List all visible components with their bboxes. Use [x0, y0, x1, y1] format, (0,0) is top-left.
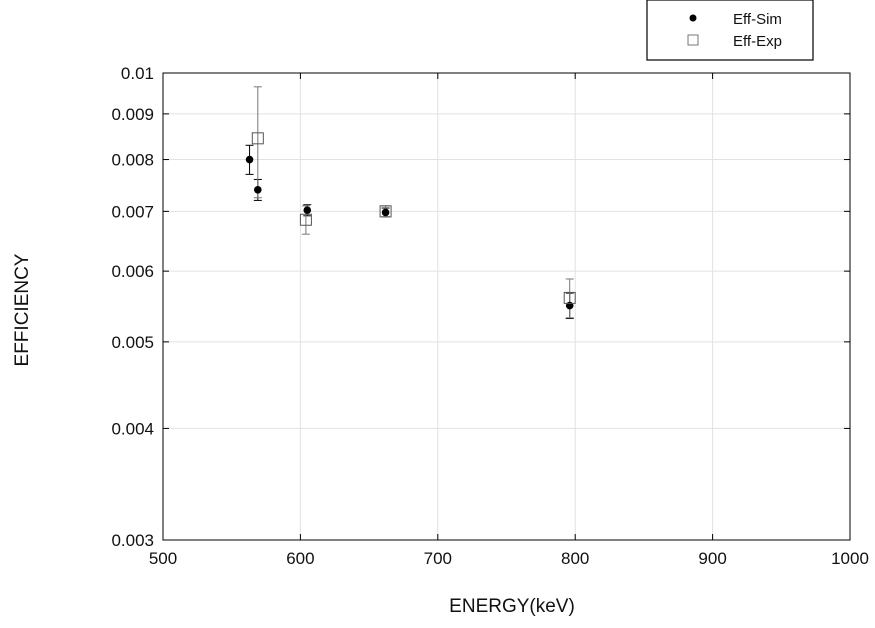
data-point-eff-sim [254, 185, 262, 194]
y-tick-label: 0.003 [111, 531, 154, 550]
y-tick-label: 0.004 [111, 419, 154, 438]
grid-lines [163, 73, 850, 540]
x-tick-label: 700 [424, 549, 452, 568]
x-tick-label: 600 [286, 549, 314, 568]
data-point-eff-exp [251, 132, 264, 145]
plot-area-frame [162, 72, 851, 541]
x-tick-label: 1000 [831, 549, 869, 568]
legend-marker-eff-exp [687, 34, 699, 46]
error-bars [245, 86, 574, 320]
y-tick-label: 0.009 [111, 105, 154, 124]
y-tick-label: 0.008 [111, 151, 154, 170]
y-tick-label: 0.01 [121, 64, 154, 83]
legend-label: Eff-Exp [733, 33, 782, 50]
data-point-eff-exp [299, 213, 312, 226]
data-markers [245, 132, 576, 310]
x-tick-label: 800 [561, 549, 589, 568]
x-axis-title: ENERGY(keV) [449, 596, 575, 617]
legend: Eff-Sim Eff-Exp [646, 0, 814, 61]
data-point-eff-sim [381, 208, 390, 217]
legend-label: Eff-Sim [733, 11, 782, 28]
y-tick-label: 0.007 [111, 202, 154, 221]
data-point-eff-sim [245, 155, 254, 164]
legend-marker-eff-sim [689, 14, 697, 22]
y-tick-label: 0.005 [111, 333, 154, 352]
y-axis-ticks: 0.003 0.004 0.005 0.006 0.007 0.008 0.009 0.01 [111, 64, 850, 550]
y-axis-title: EFFICIENCY [12, 253, 33, 366]
data-point-eff-sim [303, 206, 312, 215]
y-tick-label: 0.006 [111, 262, 154, 281]
x-tick-label: 500 [149, 549, 177, 568]
legend-box [646, 0, 814, 61]
x-tick-label: 900 [698, 549, 726, 568]
data-point-eff-exp [379, 205, 392, 218]
x-axis-ticks: 500 600 700 800 900 1000 [149, 73, 869, 568]
data-point-eff-exp [563, 291, 576, 304]
